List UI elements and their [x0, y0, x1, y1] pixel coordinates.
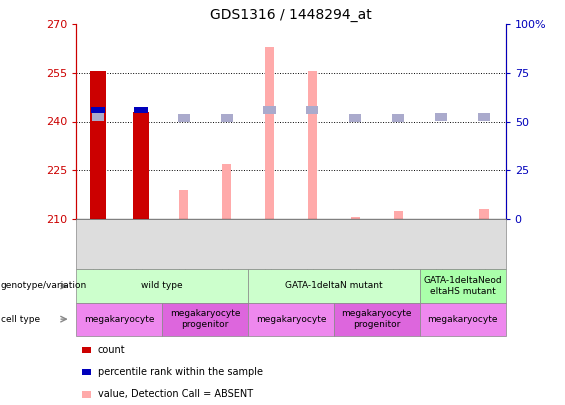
Title: GDS1316 / 1448294_at: GDS1316 / 1448294_at [210, 8, 372, 22]
Text: percentile rank within the sample: percentile rank within the sample [98, 367, 263, 377]
Text: cell type: cell type [1, 315, 40, 324]
Text: wild type: wild type [141, 281, 183, 290]
Text: megakaryocyte: megakaryocyte [84, 315, 154, 324]
Text: GATA-1deltaN mutant: GATA-1deltaN mutant [285, 281, 383, 290]
Text: value, Detection Call = ABSENT: value, Detection Call = ABSENT [98, 390, 253, 399]
Bar [90, 71, 106, 219]
Bar [222, 164, 231, 219]
Bar [306, 106, 319, 114]
Bar [263, 106, 276, 114]
Bar [394, 211, 403, 219]
Bar [435, 113, 447, 121]
Bar [133, 112, 149, 219]
Bar [265, 47, 274, 219]
Bar [134, 107, 147, 113]
Text: megakaryocyte: megakaryocyte [428, 315, 498, 324]
Bar [91, 107, 105, 113]
Bar [351, 217, 360, 219]
Bar [349, 114, 362, 122]
Text: genotype/variation: genotype/variation [1, 281, 87, 290]
Bar [478, 113, 490, 121]
Bar [179, 190, 188, 219]
Text: GATA-1deltaNeod
eltaHS mutant: GATA-1deltaNeod eltaHS mutant [423, 276, 502, 296]
Text: count: count [98, 345, 125, 355]
Bar [392, 114, 405, 122]
Bar [220, 114, 233, 122]
Text: megakaryocyte
progenitor: megakaryocyte progenitor [342, 309, 412, 329]
Bar [92, 113, 104, 121]
Bar [177, 114, 190, 122]
Text: megakaryocyte: megakaryocyte [256, 315, 326, 324]
Text: megakaryocyte
progenitor: megakaryocyte progenitor [170, 309, 240, 329]
Bar [480, 209, 489, 219]
Bar [308, 71, 317, 219]
